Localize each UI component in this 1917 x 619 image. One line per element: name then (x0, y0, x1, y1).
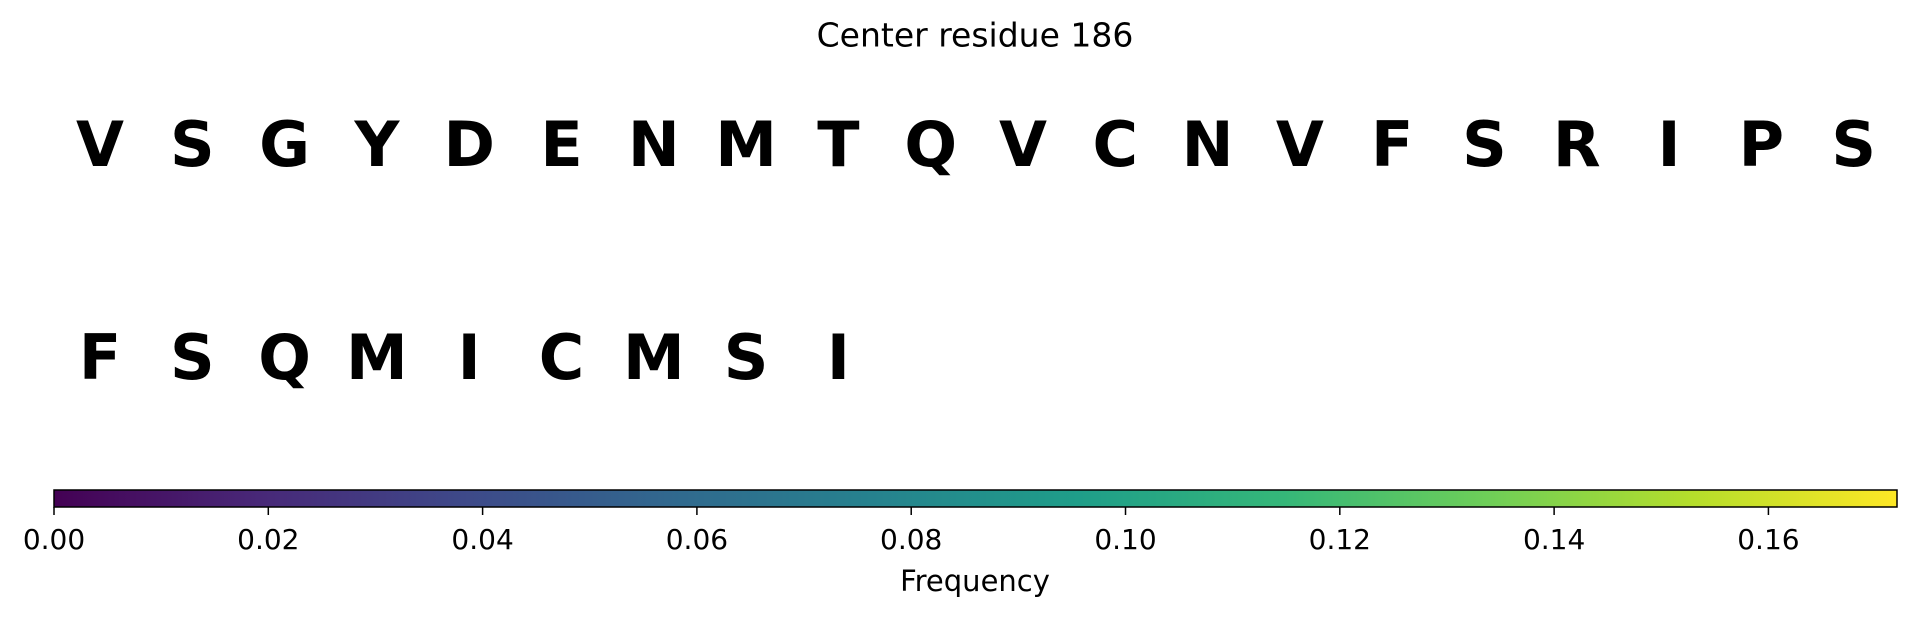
residue-letter: Q (258, 321, 311, 394)
residue-letter: I (827, 321, 850, 394)
residue-letter: S (724, 321, 769, 394)
residue-letter: S (170, 321, 215, 394)
x-tick-label: 0.06 (666, 523, 728, 556)
residue-letter: C (1093, 108, 1139, 181)
residue-letter: V (76, 108, 124, 181)
residue-letter: P (1739, 108, 1784, 181)
residue-letter: I (458, 321, 481, 394)
residue-letter: Y (353, 108, 400, 181)
x-tick-label: 0.04 (451, 523, 513, 556)
residue-letter: F (79, 321, 121, 394)
residue-letter: I (1658, 108, 1681, 181)
x-tick-label: 0.10 (1094, 523, 1156, 556)
residue-letter: S (170, 108, 215, 181)
x-tick-label: 0.14 (1523, 523, 1585, 556)
residue-letter: S (1462, 108, 1507, 181)
x-tick-label: 0.08 (880, 523, 942, 556)
residue-letter: C (539, 321, 585, 394)
residue-letter: R (1553, 108, 1601, 181)
residue-letter: S (1831, 108, 1876, 181)
x-tick-label: 0.12 (1309, 523, 1371, 556)
residue-letter: M (623, 321, 685, 394)
chart-title: Center residue 186 (817, 16, 1134, 55)
x-tick-label: 0.16 (1737, 523, 1799, 556)
residue-letter: M (346, 321, 408, 394)
colorbar-label: Frequency (900, 564, 1050, 598)
residue-letter: E (540, 108, 582, 181)
residue-letter: T (817, 108, 859, 181)
residue-letter: F (1371, 108, 1413, 181)
residue-letter: N (628, 108, 680, 181)
residue-letter: D (443, 108, 494, 181)
x-tick-label: 0.02 (237, 523, 299, 556)
residue-letter: V (999, 108, 1047, 181)
residue-letter: G (259, 108, 310, 181)
residue-letter: V (1276, 108, 1324, 181)
colorbar (53, 489, 1898, 508)
residue-letter: Q (904, 108, 957, 181)
residue-letter: M (715, 108, 777, 181)
x-tick-label: 0.00 (23, 523, 85, 556)
residue-letter: N (1182, 108, 1234, 181)
